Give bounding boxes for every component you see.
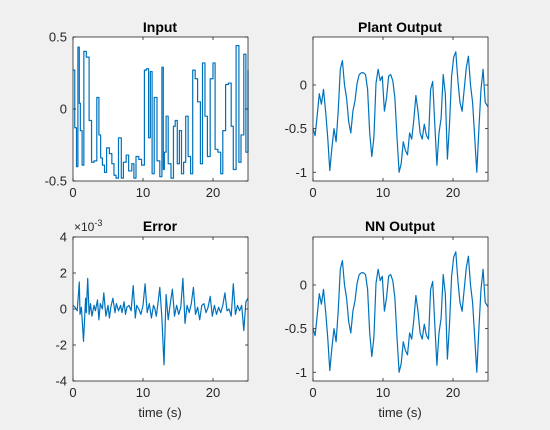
input-xtick-label: 0 [69, 185, 76, 200]
error-xtick-label: 10 [136, 385, 150, 400]
error-xtick-label: 0 [69, 385, 76, 400]
nn-output-xtick-label: 10 [376, 385, 390, 400]
nn-output-ytick-label: -0.5 [285, 321, 307, 336]
input-ytick-label: 0 [60, 102, 67, 117]
plant-output-ytick-label: -1 [295, 165, 307, 180]
input-ytick-label: 0.5 [49, 30, 67, 45]
plant-output-xtick-label: 0 [309, 185, 316, 200]
error-ytick-label: -4 [55, 374, 67, 389]
nn-output-ytick-label: 0 [300, 278, 307, 293]
nn-output-axes-box [312, 236, 489, 382]
input-plot-area [73, 37, 248, 181]
nn-output-series-line-0 [312, 251, 489, 373]
plant-output-series-line-0 [312, 51, 489, 173]
nn-output-title: NN Output [365, 218, 435, 234]
plant-output-xtick-label: 20 [446, 185, 460, 200]
error-series-line-0 [72, 277, 249, 366]
plant-output-axes-box [312, 36, 489, 182]
plant-output-ytick-label: 0 [300, 78, 307, 93]
input-xtick-label: 10 [136, 185, 150, 200]
error-panel: Error ×10-3 time (s) 0 10 20 -4 -2 0 2 4 [55, 218, 249, 420]
plant-output-title: Plant Output [358, 19, 442, 35]
input-ytick-label: -0.5 [45, 174, 67, 189]
input-title: Input [143, 19, 178, 35]
nn-output-xlabel: time (s) [378, 405, 421, 420]
error-ytick-label: 0 [60, 302, 67, 317]
input-panel: Input 0 10 20-0.500.5 [45, 19, 249, 200]
plant-output-ytick-label: -0.5 [285, 121, 307, 136]
plant-output-panel: Plant Output 0 10 20 -1 -0.5 0 [285, 19, 489, 200]
plant-output-xtick-label: 10 [376, 185, 390, 200]
error-ytick-label: -2 [55, 338, 67, 353]
input-xtick-label: 20 [206, 185, 220, 200]
error-title: Error [143, 218, 178, 234]
input-series-line-0 [73, 45, 249, 179]
error-xtick-label: 20 [206, 385, 220, 400]
error-ytick-label: 4 [60, 230, 67, 245]
error-exponent-base: ×10 [74, 220, 95, 234]
error-exponent-power: -3 [94, 218, 102, 228]
nn-output-panel: NN Output time (s) 0 10 20 -1 -0.5 0 [285, 218, 489, 420]
error-ytick-label: 2 [60, 266, 67, 281]
nn-output-xtick-label: 20 [446, 385, 460, 400]
error-exponent-label: ×10-3 [74, 218, 102, 234]
nn-output-xtick-label: 0 [309, 385, 316, 400]
error-xlabel: time (s) [138, 405, 181, 420]
nn-output-ytick-label: -1 [295, 365, 307, 380]
